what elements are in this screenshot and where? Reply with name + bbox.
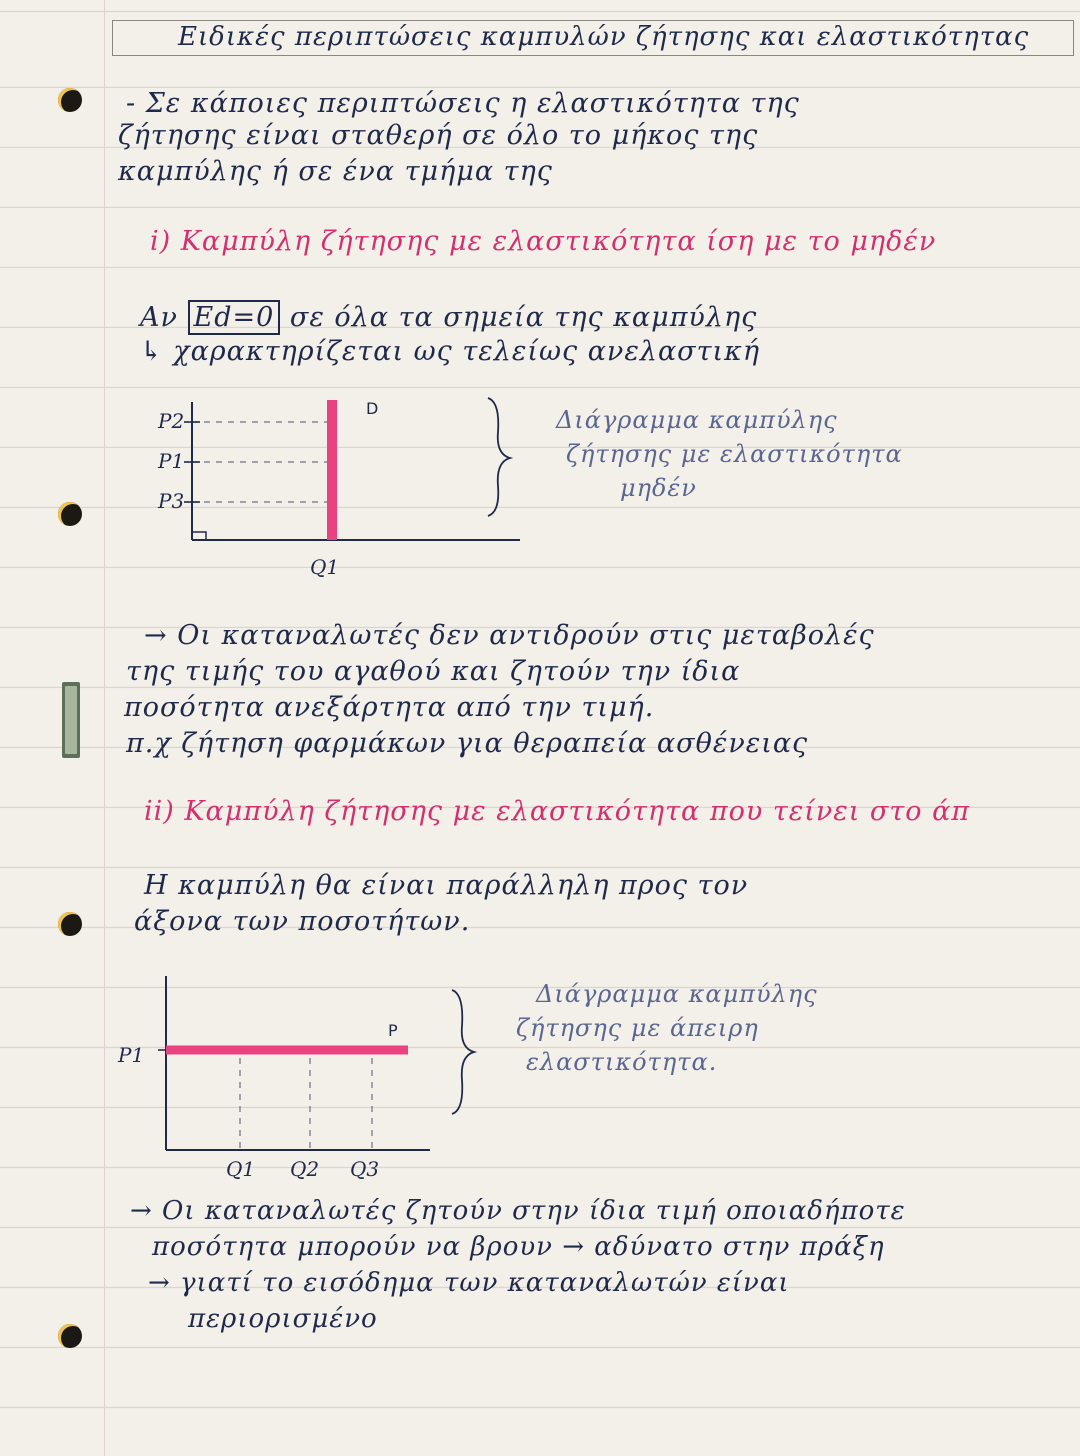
infinite-elasticity-chart: P P1 Q1 Q2 Q3	[117, 976, 430, 1181]
chart2-gridlines	[158, 1049, 373, 1150]
binder-hole	[58, 1324, 82, 1348]
right-angle-mark	[192, 531, 207, 540]
zero-elasticity-chart: D P2 P1 P3 Q1	[157, 399, 520, 579]
curve-label-d: D	[366, 399, 378, 418]
binder-hole	[58, 502, 82, 526]
section2-note-1: → Οι καταναλωτές ζητούν στην ίδια τιμή ο…	[130, 1196, 906, 1226]
chart2-caption-3: ελαστικότητα.	[526, 1048, 718, 1076]
binder-hole	[58, 88, 82, 112]
section2-body-2: άξονα των ποσοτήτων.	[134, 906, 471, 937]
tick-label-q1: Q1	[310, 555, 339, 579]
tick-label-p1: P1	[157, 449, 184, 473]
chart1-brace	[487, 397, 514, 517]
page-tab	[62, 682, 80, 758]
section2-heading: ii) Καμπύλη ζήτησης με ελαστικότητα που …	[144, 796, 971, 827]
section1-note-3: ποσότητα ανεξάρτητα από την τιμή.	[124, 692, 655, 723]
section1-note-1: → Οι καταναλωτές δεν αντιδρούν στις μετα…	[144, 620, 875, 651]
page-title: Ειδικές περιπτώσεις καμπυλών ζήτησης και…	[178, 22, 1030, 52]
chart2-caption-2: ζήτησης με άπειρη	[516, 1014, 759, 1042]
tick-label-p3: P3	[157, 489, 184, 513]
tick-label-p1: P1	[117, 1043, 144, 1067]
intro-line-1: - Σε κάποιες περιπτώσεις η ελαστικότητα …	[126, 88, 800, 119]
chart1-caption-2: ζήτησης με ελαστικότητα	[566, 440, 903, 468]
section2-note-2: ποσότητα μπορούν να βρουν → αδύνατο στην…	[152, 1232, 885, 1262]
condition-suffix: σε όλα τα σημεία της καμπύλης	[289, 302, 758, 333]
section1-condition: Αν Ed=0 σε όλα τα σημεία της καμπύλης	[140, 300, 758, 335]
section1-note-4: π.χ ζήτηση φαρμάκων για θεραπεία ασθένει…	[126, 728, 809, 759]
chart1-caption-3: μηδέν	[620, 474, 697, 502]
section2-body-1: Η καμπύλη θα είναι παράλληλη προς τον	[144, 870, 749, 901]
binder-hole	[58, 912, 82, 936]
tick-label-p2: P2	[157, 409, 184, 433]
curve-label-p: P	[388, 1021, 398, 1040]
chart1-caption-1: Διάγραμμα καμπύλης	[556, 406, 838, 434]
chart1-gridlines	[184, 421, 328, 503]
section1-note-2: της τιμής του αγαθού και ζητούν την ίδια	[126, 656, 741, 687]
section1-characterization: ↳ χαρακτηρίζεται ως τελείως ανελαστική	[140, 336, 761, 367]
intro-line-3: καμπύλης ή σε ένα τμήμα της	[118, 156, 553, 187]
intro-line-2: ζήτησης είναι σταθερή σε όλο το μήκος τη…	[118, 120, 759, 151]
elasticity-formula: Ed=0	[187, 300, 281, 335]
tick-label-q1: Q1	[226, 1157, 255, 1181]
tick-label-q2: Q2	[290, 1157, 319, 1181]
chart2-brace	[451, 989, 478, 1115]
margin-line	[104, 0, 105, 1456]
section1-heading: i) Καμπύλη ζήτησης με ελαστικότητα ίση μ…	[150, 226, 937, 257]
title-box	[112, 20, 1074, 56]
chart2-caption-1: Διάγραμμα καμπύλης	[536, 980, 818, 1008]
tick-label-q3: Q3	[350, 1157, 379, 1181]
section2-note-3: → γιατί το εισόδημα των καταναλωτών είνα…	[148, 1268, 790, 1298]
condition-prefix: Αν	[140, 302, 178, 333]
section2-note-4: περιορισμένο	[188, 1304, 378, 1334]
